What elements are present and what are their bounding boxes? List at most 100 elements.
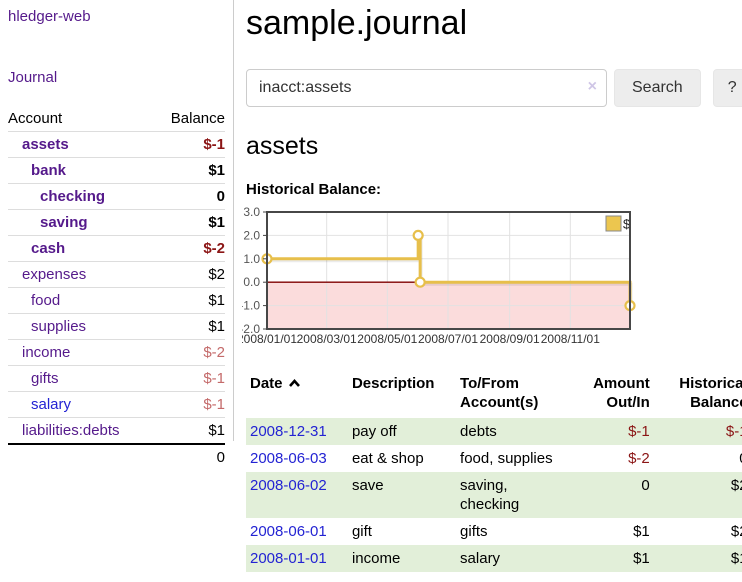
historical-balance-chart: $3.0 2.0 1.0 0.0 -1.0 -2.02008/01/012008/03/0…: [237, 205, 742, 354]
svg-text:2008/11/01: 2008/11/01: [541, 332, 600, 346]
account-row: saving $1: [8, 209, 225, 236]
transaction-accounts: gifts: [460, 523, 488, 540]
account-link[interactable]: assets: [22, 136, 69, 153]
account-balance: 0: [154, 183, 225, 210]
register-row: 2008-06-03 eat & shop food, supplies $-20: [246, 445, 742, 472]
account-link[interactable]: gifts: [31, 370, 59, 387]
account-balance: $1: [154, 209, 225, 236]
account-balance: $1: [154, 417, 225, 444]
account-row: checking 0: [8, 183, 225, 210]
transaction-amount: 0: [641, 477, 650, 494]
account-row: cash $-2: [8, 235, 225, 262]
account-row: income $-2: [8, 339, 225, 366]
transaction-date-link[interactable]: 2008-06-03: [250, 450, 327, 467]
transaction-date-link[interactable]: 2008-12-31: [250, 423, 327, 440]
transaction-description: pay off: [351, 423, 397, 440]
register-header-date[interactable]: Date: [246, 371, 348, 418]
register-row: 2008-06-02 save saving, checking 0 $2: [246, 472, 742, 518]
account-row: assets $-1: [8, 131, 225, 158]
help-button[interactable]: ?: [712, 69, 742, 107]
sort-up-icon: [288, 374, 301, 393]
account-link[interactable]: cash: [31, 240, 66, 257]
transaction-amount: $-1: [628, 423, 650, 440]
page-title: sample.journal: [246, 4, 468, 42]
svg-text:3.0: 3.0: [243, 207, 260, 219]
account-link[interactable]: bank: [31, 162, 67, 179]
register-table-body: 2008-12-31 pay off debts $-1 $-1 2008-06-03 ea…: [246, 418, 742, 572]
account-link[interactable]: food: [31, 292, 61, 309]
svg-text:2008/07/01: 2008/07/01: [418, 332, 478, 346]
account-balance: $1: [154, 287, 225, 314]
transaction-balance: $2: [730, 477, 742, 494]
register-header-amount: Amount Out/In: [593, 375, 650, 411]
search-form: × Search ?: [246, 69, 742, 107]
svg-text:-2.0: -2.0: [242, 322, 260, 336]
chart-svg: $3.0 2.0 1.0 0.0 -1.0 -2.02008/01/012008/03/0…: [237, 205, 636, 346]
svg-text:$: $: [623, 217, 631, 232]
svg-text:0.0: 0.0: [243, 275, 260, 289]
transaction-description: save: [351, 477, 384, 494]
account-balance: $-1: [154, 391, 225, 418]
svg-text:2008/01/01: 2008/01/01: [242, 332, 297, 346]
account-link[interactable]: supplies: [31, 318, 87, 335]
transaction-date-link[interactable]: 2008-06-01: [250, 523, 327, 540]
sidebar: hledger-web Journal Account Balance asse…: [0, 0, 233, 582]
sidebar-item-journal[interactable]: Journal: [8, 69, 58, 86]
account-link[interactable]: liabilities:debts: [22, 422, 120, 439]
chart-title: Historical Balance:: [246, 181, 382, 198]
account-balance: $1: [154, 157, 225, 184]
account-row: bank $1: [8, 157, 225, 184]
account-link[interactable]: checking: [40, 188, 106, 205]
transaction-description: eat & shop: [351, 450, 424, 467]
account-row: food $1: [8, 287, 225, 314]
account-balance: $-2: [154, 235, 225, 262]
clear-search-icon[interactable]: ×: [587, 78, 597, 95]
register-header-accounts: To/From Account(s): [460, 375, 539, 411]
sidebar-divider: [233, 0, 234, 441]
account-link[interactable]: salary: [31, 396, 72, 413]
account-balance: $-1: [154, 131, 225, 158]
account-balance: $-1: [154, 365, 225, 392]
transaction-description: income: [351, 550, 401, 567]
transaction-amount: $-2: [628, 450, 650, 467]
transaction-balance: $1: [730, 550, 742, 567]
account-balance: $1: [154, 313, 225, 340]
account-balance: $2: [154, 261, 225, 288]
svg-text:2008/03/01: 2008/03/01: [297, 332, 357, 346]
account-link[interactable]: expenses: [22, 266, 87, 283]
account-row: liabilities:debts $1: [8, 417, 225, 444]
brand-link[interactable]: hledger-web: [8, 8, 91, 25]
register-row: 2008-01-01 income salary $1 $1: [246, 545, 742, 572]
account-balance: $-2: [154, 339, 225, 366]
svg-text:2.0: 2.0: [243, 228, 260, 242]
search-button[interactable]: Search: [614, 69, 701, 107]
transaction-accounts: saving, checking: [460, 477, 520, 513]
accounts-total-row: 0: [8, 443, 225, 470]
account-link[interactable]: saving: [40, 214, 88, 231]
register-header-balance: Historical Balance: [679, 375, 742, 411]
transaction-balance: $-1: [725, 423, 742, 440]
register-row: 2008-06-01 gift gifts $1 $2: [246, 518, 742, 545]
transaction-date-link[interactable]: 2008-06-02: [250, 477, 327, 494]
accounts-total-value: 0: [154, 443, 225, 470]
main-content: sample.journal × Search ? assets Histori…: [233, 0, 742, 582]
register-header-description: Description: [351, 375, 435, 392]
transaction-accounts: salary: [460, 550, 501, 567]
svg-text:2008/09/01: 2008/09/01: [480, 332, 540, 346]
svg-text:2008/05/01: 2008/05/01: [357, 332, 417, 346]
accounts-header-balance: Balance: [170, 110, 225, 127]
transaction-description: gift: [351, 523, 372, 540]
register-table: Date Description To/From Account(s) Amou…: [246, 371, 742, 572]
transaction-balance: 0: [654, 445, 742, 472]
account-row: gifts $-1: [8, 365, 225, 392]
search-input[interactable]: [246, 69, 607, 107]
account-row: supplies $1: [8, 313, 225, 340]
accounts-table: Account Balance assets $-1 bank $1 checking 0…: [8, 106, 225, 470]
account-link[interactable]: income: [22, 344, 71, 361]
svg-text:-1.0: -1.0: [242, 299, 260, 313]
register-row: 2008-12-31 pay off debts $-1 $-1: [246, 418, 742, 445]
transaction-date-link[interactable]: 2008-01-01: [250, 550, 327, 567]
transaction-amount: $1: [633, 523, 650, 540]
transaction-accounts: food, supplies: [460, 450, 553, 467]
